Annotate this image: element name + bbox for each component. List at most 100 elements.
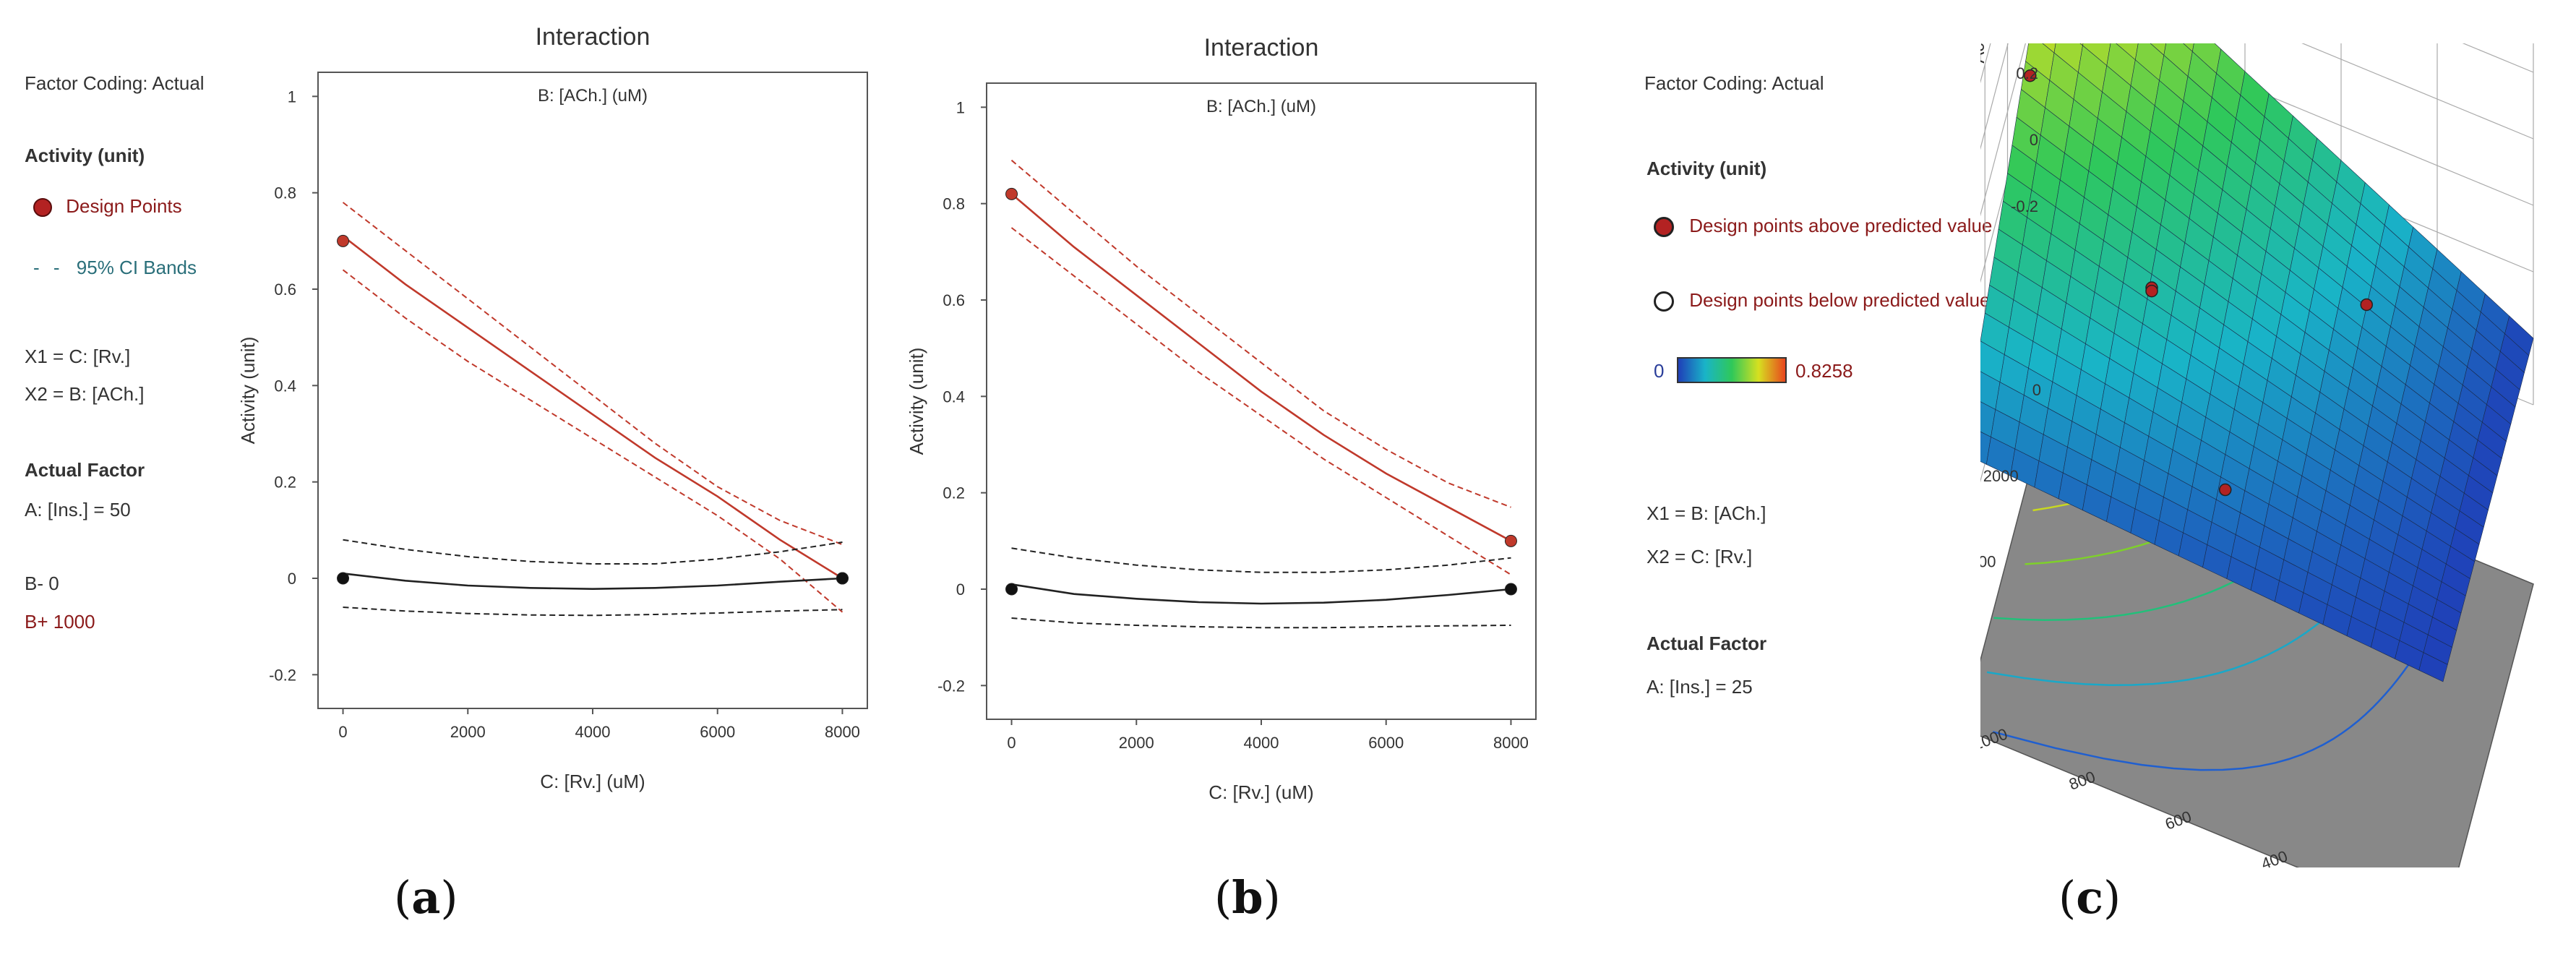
series-line-b-1000-lower-95-ci: [1010, 227, 1512, 575]
chart-title: Interaction: [536, 23, 651, 51]
design-point: [337, 572, 350, 585]
design-point: [1005, 187, 1018, 200]
chart-subtitle: B: [ACh.] (uM): [538, 86, 648, 106]
x-tick-label: 0: [1007, 734, 1016, 752]
x1-label-c: X1 = B: [ACh.]: [1647, 502, 1766, 524]
c-tick-label: 2000: [1983, 467, 2019, 485]
y-tick-label: 0.2: [274, 473, 296, 492]
series-line-b-0-lower-95-ci: [343, 607, 843, 617]
y-tick-label: -0.2: [269, 666, 296, 684]
x1-label-a: X1 = C: [Rv.]: [25, 346, 131, 367]
x-tick-label: 2000: [450, 723, 486, 741]
y-axis-label: Activity (unit): [906, 348, 927, 455]
z-tick-label: -0.2: [2011, 197, 2038, 215]
wall-grid-z: [1980, 43, 2534, 217]
series-line-b-0-upper-95-ci: [343, 539, 843, 565]
response-title-a: Activity (unit): [25, 145, 145, 166]
c-tick-label: 0: [2032, 381, 2041, 399]
below-point-marker-icon: [1654, 291, 1674, 312]
b-plus-label: B+ 1000: [25, 611, 95, 633]
x-tick-label: 4000: [575, 723, 611, 741]
series-line-b-1000-upper-95-ci: [342, 202, 843, 546]
legend-ci-bands-a: - - 95% CI Bands: [33, 257, 197, 279]
surface-cell: [2183, 43, 2194, 52]
y-axis-label: Activity (unit): [237, 337, 259, 445]
legend-ci-bands-label: 95% CI Bands: [76, 257, 197, 278]
response-title-c: Activity (unit): [1647, 158, 1767, 179]
design-point: [337, 234, 350, 247]
y-tick-label: 0.4: [274, 377, 296, 395]
x-tick-label: 8000: [1493, 734, 1529, 752]
legend-below-c: Design points below predicted value: [1654, 289, 1991, 312]
x-axis-label: C: [Rv.] (uM): [1208, 781, 1313, 803]
series-line-b-0-lower-95-ci: [1011, 617, 1511, 629]
x-tick-label: 6000: [1368, 734, 1404, 752]
panel-label-c: (c): [2058, 871, 2121, 924]
legend-design-points-a: Design Points: [33, 195, 182, 218]
x-tick-label: 8000: [825, 723, 860, 741]
z-axis-label: Activity (unit): [1980, 43, 1988, 64]
actual-factor-value-a: A: [Ins.] = 50: [25, 499, 131, 520]
y-tick-label: 0.6: [943, 291, 965, 309]
dashed-line-icon: - -: [33, 257, 64, 278]
design-point: [1005, 583, 1018, 596]
z-tick-label: 0: [2030, 131, 2038, 149]
x-tick-label: 2000: [1119, 734, 1154, 752]
surface-cell: [2418, 652, 2448, 682]
above-point-marker-icon: [1654, 217, 1674, 238]
x-tick-label: 6000: [700, 723, 735, 741]
series-line-b-1000: [1010, 193, 1512, 542]
factor-coding-c: Factor Coding: Actual: [1644, 72, 1824, 94]
series-line-b-0: [343, 573, 843, 591]
wall-grid-z: [1980, 43, 2534, 150]
y-tick-label: 0.4: [943, 387, 965, 406]
series-line-b-1000-upper-95-ci: [1010, 159, 1511, 508]
x2-label-c: X2 = C: [Rv.]: [1647, 546, 1753, 567]
colorbar: [1677, 357, 1787, 383]
b-minus-label: B- 0: [25, 573, 59, 594]
y-tick-label: 0.2: [943, 484, 965, 502]
legend-above-c: Design points above predicted value: [1654, 215, 1993, 238]
series-line-b-1000-lower-95-ci: [342, 269, 843, 613]
design-point-3d: [2145, 284, 2158, 298]
plot-frame: [317, 72, 868, 709]
actual-factor-title-a: Actual Factor: [25, 459, 145, 481]
x-axis-label: C: [Rv.] (uM): [540, 771, 645, 792]
series-line-b-0: [1011, 583, 1511, 605]
series-line-b-1000: [342, 235, 843, 580]
colorbar-max-label: 0.8258: [1795, 360, 1853, 382]
y-tick-label: 0: [956, 580, 965, 599]
c-tick-label: 4000: [1980, 553, 1996, 571]
design-point-3d: [2024, 69, 2037, 82]
design-point: [836, 572, 849, 585]
legend-below-label: Design points below predicted value: [1689, 289, 1991, 311]
y-tick-label: 0: [288, 570, 296, 588]
surface-chart-c: -0.200.20.40.60.81Activity (unit)0200400…: [1980, 43, 2534, 867]
series-line-b-0-upper-95-ci: [1011, 547, 1511, 573]
x-tick-label: 0: [338, 723, 347, 741]
y-tick-label: 0.6: [274, 280, 296, 299]
plot-frame: [986, 82, 1537, 720]
panel-label-b: (b): [1214, 871, 1281, 924]
y-tick-label: 0.8: [943, 195, 965, 213]
legend-above-label: Design points above predicted value: [1689, 215, 1993, 236]
y-tick-label: 1: [288, 87, 296, 106]
panel-label-a: (a): [394, 871, 458, 924]
chart-title: Interaction: [1204, 34, 1319, 61]
x2-label-a: X2 = B: [ACh.]: [25, 383, 145, 405]
design-point-3d: [2360, 298, 2373, 312]
design-point: [1504, 534, 1517, 547]
z-tick-label: 0.2: [2016, 64, 2038, 82]
interaction-chart-a: Interaction B: [ACh.] (uM) -0.2 0 0.2 0.4 0.6 0…: [237, 23, 868, 792]
factor-coding-a: Factor Coding: Actual: [25, 72, 205, 94]
design-point-marker-icon: [33, 198, 52, 218]
wall-grid-z: [1980, 43, 2534, 283]
chart-subtitle: B: [ACh.] (uM): [1206, 97, 1316, 116]
y-tick-label: 0.8: [274, 184, 296, 202]
design-point-3d: [2219, 483, 2232, 497]
y-tick-label: 1: [956, 98, 965, 116]
legend-design-points-label: Design Points: [66, 195, 182, 217]
actual-factor-value-c: A: [Ins.] = 25: [1647, 676, 1753, 698]
design-point: [1504, 583, 1517, 596]
actual-factor-title-c: Actual Factor: [1647, 633, 1767, 654]
